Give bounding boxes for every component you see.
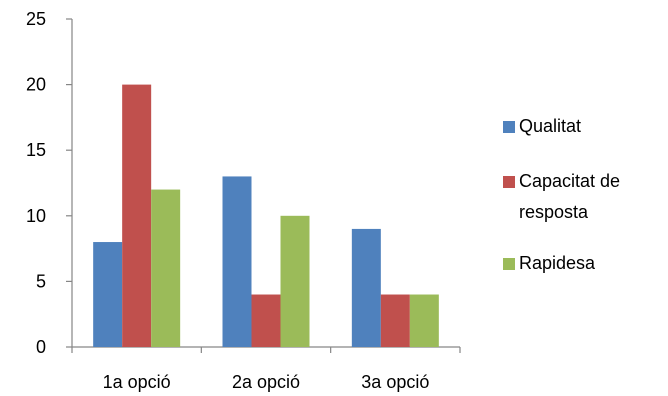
x-axis: 1a opció 2a opció 3a opció	[71, 346, 461, 392]
y-tick-label: 0	[36, 337, 46, 357]
bar-capacitat-de-resposta-1	[122, 84, 152, 347]
bar-qualitat-3	[351, 228, 381, 347]
legend-label: Capacitat de	[519, 171, 620, 191]
y-tick-label: 5	[36, 271, 46, 291]
legend-swatch	[503, 121, 515, 133]
x-category-label: 2a opció	[232, 372, 300, 392]
bar-capacitat-de-resposta-2	[251, 294, 281, 347]
legend-swatch	[503, 258, 515, 270]
bars	[93, 84, 439, 347]
bar-rapidesa-1	[151, 189, 181, 347]
legend-label: Rapidesa	[519, 253, 596, 273]
y-tick-label: 15	[26, 140, 46, 160]
bar-qualitat-1	[93, 242, 123, 347]
legend-swatch	[503, 176, 515, 188]
y-tick-label: 20	[26, 75, 46, 95]
y-tick-label: 25	[26, 9, 46, 29]
x-category-label: 3a opció	[361, 372, 429, 392]
bar-qualitat-2	[222, 176, 252, 347]
y-tick-label: 10	[26, 206, 46, 226]
legend-label: resposta	[519, 202, 589, 222]
bar-rapidesa-3	[409, 294, 439, 347]
legend: Qualitat Capacitat de resposta Rapidesa	[503, 116, 620, 273]
bar-rapidesa-2	[280, 215, 310, 347]
legend-label: Qualitat	[519, 116, 581, 136]
y-axis: 0 5 10 15 20 25	[26, 9, 73, 357]
bar-capacitat-de-resposta-3	[380, 294, 410, 347]
x-category-label: 1a opció	[103, 372, 171, 392]
